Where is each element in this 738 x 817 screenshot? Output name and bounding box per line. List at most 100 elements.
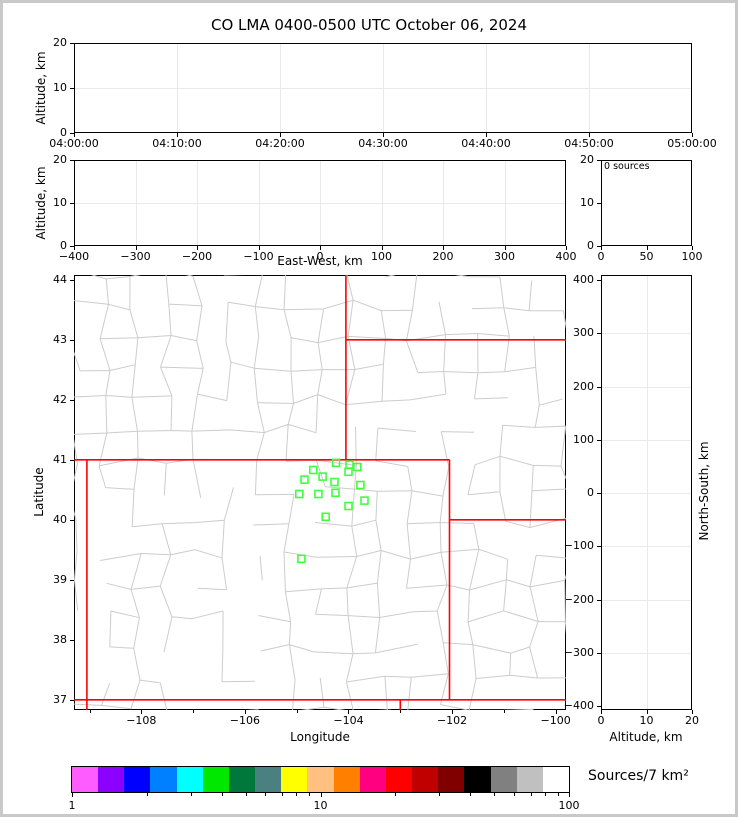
- tick-mark: [597, 706, 601, 707]
- tick-mark: [555, 710, 557, 714]
- gridline: [602, 386, 691, 388]
- panel-ns_height: [601, 275, 692, 710]
- tick-mark: [597, 652, 601, 654]
- panel-alt_hist: [601, 160, 692, 246]
- gridline: [75, 203, 565, 204]
- tick-label: 0: [587, 239, 594, 252]
- station-marker: [331, 488, 340, 498]
- station-marker: [314, 489, 323, 499]
- tick-mark: [348, 710, 350, 714]
- tick-mark: [197, 246, 198, 250]
- tick-mark: [70, 279, 74, 281]
- tick-label: 38: [53, 632, 67, 646]
- minor-tick-mark: [245, 793, 247, 796]
- tick-label: 41: [53, 452, 67, 466]
- plot-stage: CO LMA 0400-0500 UTC October 06, 2024 Al…: [3, 3, 735, 814]
- colorbar-segment: [464, 767, 491, 792]
- station-marker: [356, 480, 365, 490]
- station-marker: [321, 512, 330, 522]
- colorbar-segment: [385, 767, 413, 792]
- tick-label: −108: [126, 714, 157, 727]
- tick-mark: [70, 399, 74, 401]
- tick-mark: [280, 133, 281, 137]
- tick-label: 0: [60, 126, 67, 139]
- station-marker: [309, 465, 318, 475]
- colorbar-segment: [281, 767, 308, 792]
- tick-label: −300: [120, 250, 151, 263]
- sources-count-annotation: 0 sources: [604, 161, 650, 172]
- figure-title: CO LMA 0400-0500 UTC October 06, 2024: [210, 16, 527, 34]
- colorbar-segment: [516, 767, 543, 792]
- colorbar-segment: [359, 767, 386, 792]
- tick-label: 0: [597, 714, 605, 727]
- colorbar-segment: [98, 767, 125, 792]
- tick-label: −400: [58, 250, 90, 263]
- colorbar-segment: [307, 767, 334, 792]
- tick-mark: [320, 246, 321, 250]
- minor-tick-mark: [395, 793, 397, 796]
- tick-mark: [597, 439, 601, 441]
- tick-label: 400: [555, 250, 577, 263]
- colorbar-segment: [255, 767, 282, 792]
- station-marker: [331, 458, 341, 468]
- station-marker: [344, 501, 353, 511]
- tick-label: 300: [494, 250, 515, 263]
- colorbar-segment: [542, 767, 569, 792]
- minor-tick-mark: [296, 793, 298, 796]
- tick-label: 40: [53, 512, 67, 526]
- tick-label: 43: [53, 332, 67, 346]
- tick-mark: [597, 599, 601, 601]
- tick-label: 10: [53, 81, 67, 94]
- tick-label: 20: [53, 153, 67, 166]
- station-marker: [360, 496, 369, 505]
- tick-label: 0: [316, 250, 324, 263]
- station-marker: [295, 489, 304, 499]
- minor-tick-mark: [530, 793, 532, 796]
- tick-mark: [70, 246, 74, 247]
- tick-label: 0: [587, 486, 594, 499]
- tick-label: 10: [53, 196, 67, 209]
- station-marker: [330, 477, 339, 487]
- tick-label: 04:40:00: [461, 137, 511, 150]
- minor-tick-mark: [309, 793, 311, 796]
- colorbar-segment: [124, 767, 151, 792]
- station-marker: [352, 462, 362, 472]
- colorbar-segment: [412, 767, 439, 792]
- tick-mark: [381, 246, 383, 250]
- tick-label: 37: [53, 692, 67, 706]
- minor-tick-mark: [400, 710, 402, 713]
- minor-tick-mark: [513, 793, 515, 796]
- tick-mark: [70, 639, 74, 641]
- tick-label: 0: [597, 250, 605, 263]
- tick-label: 100: [558, 799, 580, 812]
- tick-label: 0: [60, 239, 67, 252]
- tick-mark: [70, 459, 74, 461]
- minor-tick-mark: [282, 793, 283, 796]
- tick-mark: [70, 43, 74, 44]
- tick-mark: [135, 246, 137, 250]
- tick-label: −102: [436, 714, 468, 727]
- colorbar-segment: [438, 767, 465, 792]
- colorbar-segment: [72, 767, 99, 792]
- tick-mark: [70, 339, 74, 341]
- tick-mark: [70, 133, 74, 134]
- tick-label: 39: [53, 572, 67, 586]
- tick-mark: [646, 246, 648, 250]
- tick-mark: [72, 793, 73, 797]
- station-marker: [300, 475, 309, 484]
- tick-label: 100: [681, 250, 703, 263]
- tick-mark: [597, 333, 601, 335]
- tick-mark: [597, 160, 601, 161]
- tick-label: 50: [639, 250, 654, 263]
- tick-label: 1: [68, 799, 76, 812]
- xlabel-longitude: Longitude: [290, 730, 350, 744]
- tick-label: 10: [580, 196, 594, 209]
- tick-label: 42: [53, 392, 67, 406]
- colorbar: [71, 766, 570, 793]
- tick-mark: [70, 699, 74, 701]
- minor-tick-mark: [89, 710, 91, 713]
- tick-mark: [70, 519, 74, 521]
- tick-mark: [566, 246, 567, 250]
- minor-tick-mark: [439, 793, 441, 796]
- tick-mark: [597, 386, 601, 388]
